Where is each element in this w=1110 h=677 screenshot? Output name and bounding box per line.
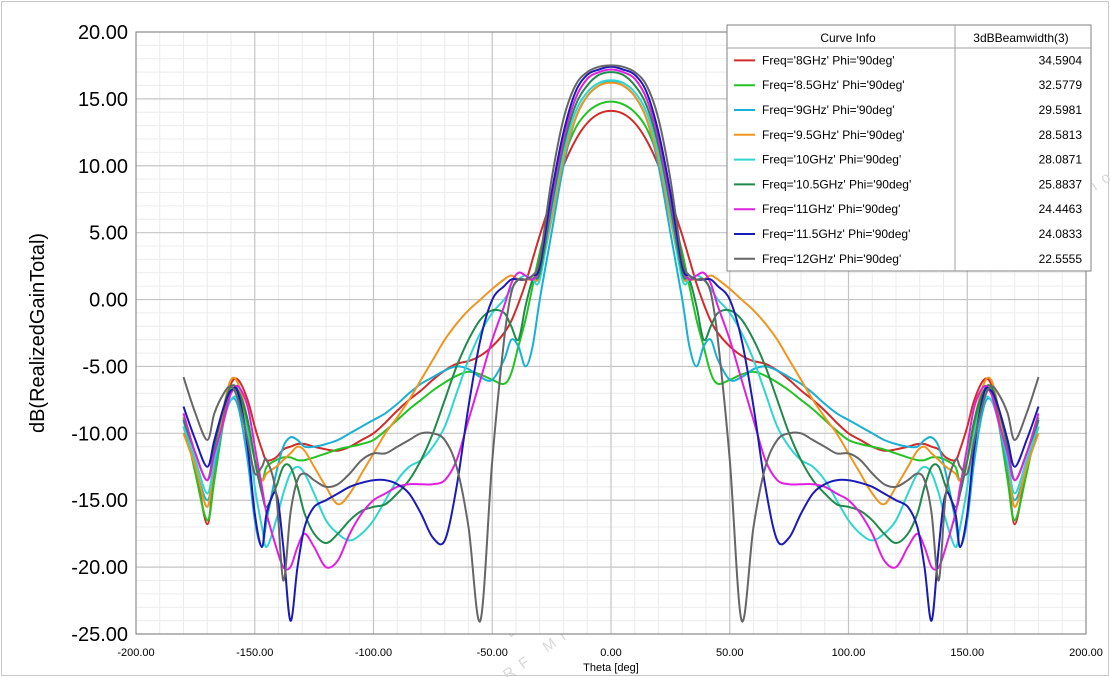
plot-area-border xyxy=(135,31,1087,635)
legend-rows: Freq='8GHz' Phi='90deg' 34.5904 Freq='8.5G… xyxy=(734,53,1083,266)
series-line-5 xyxy=(182,79,1040,548)
legend-beamwidth-value: 22.5555 xyxy=(1039,252,1083,266)
legend-beamwidth-value: 29.5981 xyxy=(1039,103,1083,117)
legend-beamwidth-value: 24.0833 xyxy=(1039,227,1083,241)
y-tick-label: 20.00 xyxy=(78,22,128,44)
legend-header-beamwidth: 3dBBeamwidth(3) xyxy=(973,31,1068,45)
legend-background xyxy=(726,24,1092,272)
legend-curve-name: Freq='9GHz' Phi='90deg' xyxy=(762,103,895,117)
legend-curve-name: Freq='10.5GHz' Phi='90deg' xyxy=(762,177,911,191)
y-tick-label: -20.00 xyxy=(71,557,128,579)
x-tick-label: -200.00 xyxy=(117,647,154,659)
legend-beamwidth-value: 28.5813 xyxy=(1039,128,1083,142)
legend-beamwidth-value: 24.4463 xyxy=(1039,202,1083,216)
series-line-3 xyxy=(182,80,1040,548)
y-axis-label: dB(RealizedGainTotal) xyxy=(27,233,49,433)
series-line-4 xyxy=(182,81,1040,508)
y-tick-label: 10.00 xyxy=(78,156,128,178)
y-tick-label: 15.00 xyxy=(78,89,128,111)
x-tick-label: 50.00 xyxy=(716,647,744,659)
legend-beamwidth-value: 32.5779 xyxy=(1039,78,1083,92)
series-line-8 xyxy=(182,65,1040,622)
x-tick-label: -150.00 xyxy=(236,647,273,659)
x-tick-label: 150.00 xyxy=(950,647,984,659)
x-tick-label: -100.00 xyxy=(355,647,392,659)
x-tick-label: 0.00 xyxy=(600,647,621,659)
series-line-7 xyxy=(182,68,1040,571)
y-tick-label: 0.00 xyxy=(89,290,128,312)
series-line-6 xyxy=(182,71,1040,544)
series-line-2 xyxy=(182,100,1040,522)
y-tick-label: -10.00 xyxy=(71,423,128,445)
legend-curve-name: Freq='9.5GHz' Phi='90deg' xyxy=(762,128,905,142)
series-line-1 xyxy=(182,109,1040,526)
y-axis-ticks: 20.00 15.00 10.00 5.00 0.00 -5.00 -10.00 -15.00… xyxy=(71,22,128,646)
legend-header-curve-info: Curve Info xyxy=(820,31,876,45)
legend-curve-name: Freq='11.5GHz' Phi='90deg' xyxy=(762,227,910,241)
x-axis-label: Theta [deg] xyxy=(583,662,639,674)
series-layer xyxy=(182,64,1040,623)
x-tick-label: 100.00 xyxy=(832,647,866,659)
legend-beamwidth-value: 34.5904 xyxy=(1039,53,1083,67)
legend-beamwidth-value: 25.8837 xyxy=(1039,177,1083,191)
y-tick-label: -25.00 xyxy=(71,624,128,646)
y-tick-label: -15.00 xyxy=(71,490,128,512)
legend-curve-name: Freq='8.5GHz' Phi='90deg' xyxy=(762,78,905,92)
x-tick-label: 200.00 xyxy=(1069,647,1103,659)
legend-curve-name: Freq='8GHz' Phi='90deg' xyxy=(762,53,895,67)
x-tick-label: -50.00 xyxy=(477,647,508,659)
legend-beamwidth-value: 28.0871 xyxy=(1039,153,1083,167)
series-line-9 xyxy=(182,64,1040,623)
x-axis-ticks: -200.00 -150.00 -100.00 -50.00 0.00 50.00 100.… xyxy=(117,647,1102,659)
legend-curve-name: Freq='10GHz' Phi='90deg' xyxy=(762,153,901,167)
legend-curve-name: Freq='12GHz' Phi='90deg' xyxy=(762,252,901,266)
y-tick-label: 5.00 xyxy=(89,223,128,245)
legend-curve-name: Freq='11GHz' Phi='90deg' xyxy=(762,202,900,216)
y-tick-label: -5.00 xyxy=(82,356,128,378)
legend-table: Curve Info 3dBBeamwidth(3) Freq='8GHz' P… xyxy=(726,24,1092,272)
